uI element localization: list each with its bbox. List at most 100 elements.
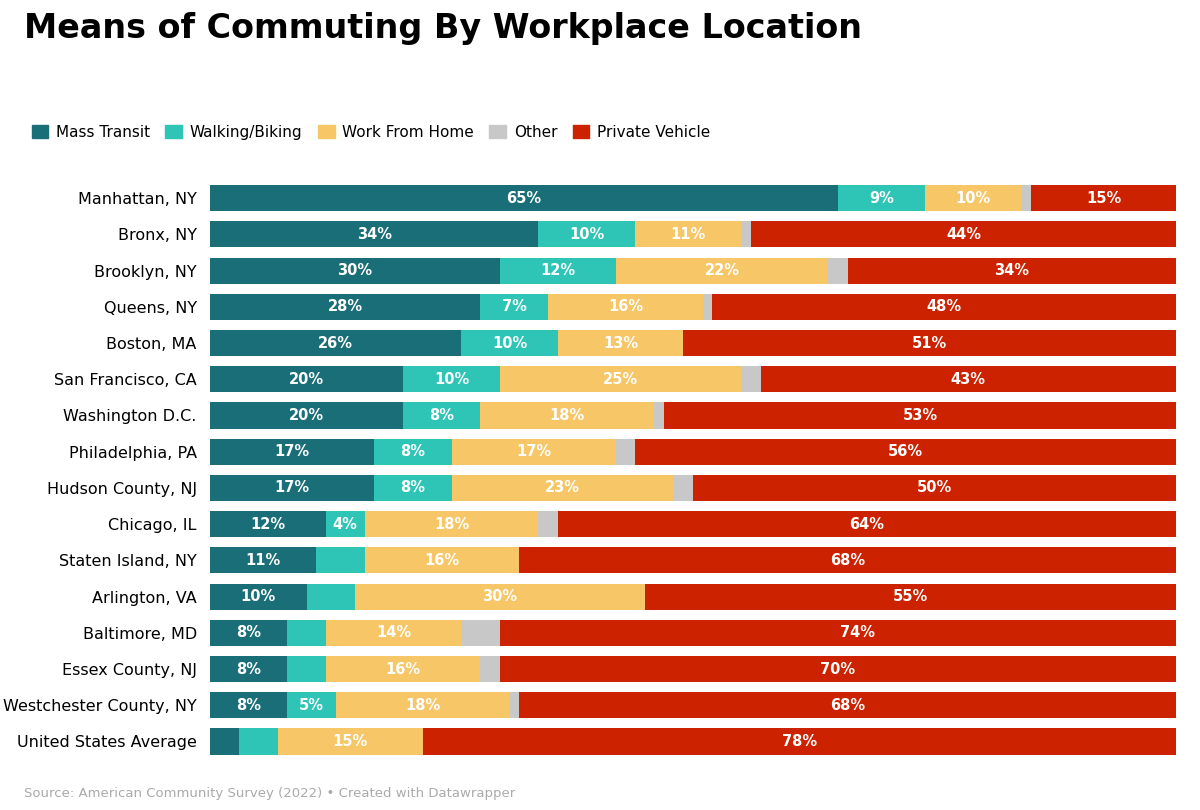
Text: 14%: 14% (376, 625, 412, 641)
Bar (644, 583, 1176, 610)
Bar (210, 294, 480, 320)
Bar (751, 221, 1176, 247)
Text: 65%: 65% (506, 190, 541, 206)
Bar (461, 620, 499, 646)
Bar (703, 294, 713, 320)
Legend: Mass Transit, Walking/Biking, Work From Home, Other, Private Vehicle: Mass Transit, Walking/Biking, Work From … (31, 125, 710, 140)
Bar (451, 439, 616, 465)
Bar (500, 258, 616, 283)
Text: 8%: 8% (236, 625, 262, 641)
Text: 11%: 11% (671, 227, 706, 242)
Bar (673, 475, 694, 501)
Bar (287, 620, 326, 646)
Text: 55%: 55% (893, 589, 928, 604)
Text: 53%: 53% (902, 408, 937, 423)
Bar (317, 548, 365, 573)
Bar (210, 258, 500, 283)
Bar (403, 366, 499, 392)
Bar (210, 548, 317, 573)
Text: 8%: 8% (236, 662, 262, 676)
Bar (654, 403, 664, 428)
Text: 28%: 28% (328, 299, 362, 314)
Bar (616, 258, 828, 283)
Bar (210, 511, 326, 537)
Bar (210, 475, 374, 501)
Bar (287, 656, 326, 682)
Text: 15%: 15% (1086, 190, 1121, 206)
Bar (480, 294, 548, 320)
Text: Source: American Community Survey (2022) • Created with Datawrapper: Source: American Community Survey (2022)… (24, 787, 515, 800)
Text: 68%: 68% (830, 697, 865, 713)
Bar (838, 185, 925, 211)
Text: 10%: 10% (492, 335, 527, 351)
Bar (239, 728, 277, 755)
Bar (210, 403, 403, 428)
Bar (422, 728, 1176, 755)
Text: 22%: 22% (704, 263, 739, 278)
Bar (210, 693, 287, 718)
Text: 20%: 20% (289, 408, 324, 423)
Text: 56%: 56% (888, 444, 923, 459)
Text: 26%: 26% (318, 335, 353, 351)
Bar (336, 693, 510, 718)
Bar (210, 620, 287, 646)
Text: 12%: 12% (251, 517, 286, 531)
Bar (500, 366, 742, 392)
Text: 17%: 17% (516, 444, 551, 459)
Text: 74%: 74% (840, 625, 875, 641)
Bar (510, 693, 520, 718)
Bar (635, 221, 742, 247)
Bar (210, 656, 287, 682)
Bar (287, 693, 336, 718)
Bar (761, 366, 1176, 392)
Text: 4%: 4% (332, 517, 358, 531)
Text: 48%: 48% (926, 299, 961, 314)
Bar (403, 403, 480, 428)
Bar (694, 475, 1176, 501)
Text: 20%: 20% (289, 372, 324, 386)
Bar (683, 330, 1176, 356)
Bar (500, 656, 1176, 682)
Text: 25%: 25% (602, 372, 638, 386)
Text: 7%: 7% (502, 299, 527, 314)
Bar (713, 294, 1176, 320)
Text: 8%: 8% (401, 480, 425, 496)
Bar (742, 221, 751, 247)
Text: 8%: 8% (401, 444, 425, 459)
Bar (277, 728, 422, 755)
Bar (210, 330, 461, 356)
Bar (828, 258, 847, 283)
Bar (210, 583, 307, 610)
Text: 16%: 16% (425, 553, 460, 568)
Bar (374, 475, 451, 501)
Text: 16%: 16% (608, 299, 643, 314)
Text: 23%: 23% (545, 480, 580, 496)
Text: 13%: 13% (602, 335, 638, 351)
Bar (1021, 185, 1031, 211)
Text: 15%: 15% (332, 734, 367, 749)
Bar (925, 185, 1021, 211)
Bar (355, 583, 644, 610)
Text: 30%: 30% (482, 589, 517, 604)
Text: 34%: 34% (356, 227, 391, 242)
Text: 10%: 10% (434, 372, 469, 386)
Bar (616, 439, 635, 465)
Bar (210, 728, 239, 755)
Bar (326, 656, 480, 682)
Text: 78%: 78% (781, 734, 817, 749)
Bar (326, 511, 365, 537)
Bar (210, 366, 403, 392)
Bar (210, 185, 838, 211)
Text: 70%: 70% (821, 662, 856, 676)
Text: Means of Commuting By Workplace Location: Means of Commuting By Workplace Location (24, 12, 862, 45)
Bar (326, 620, 461, 646)
Text: 50%: 50% (917, 480, 952, 496)
Text: 5%: 5% (299, 697, 324, 713)
Bar (558, 330, 683, 356)
Text: 10%: 10% (569, 227, 605, 242)
Text: 51%: 51% (912, 335, 947, 351)
Bar (539, 221, 635, 247)
Bar (480, 656, 500, 682)
Bar (210, 439, 374, 465)
Bar (539, 511, 558, 537)
